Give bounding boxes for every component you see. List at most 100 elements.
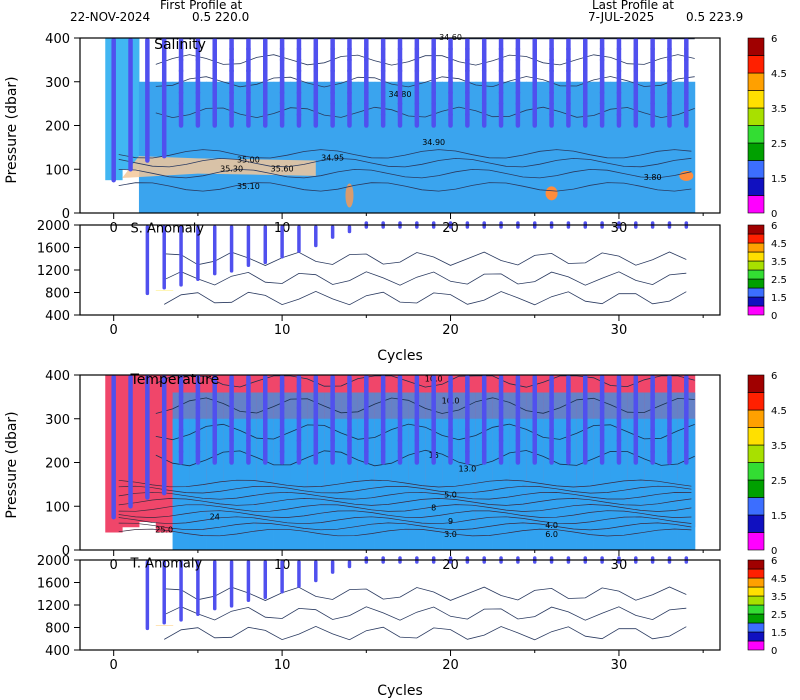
salinity-x-tick-label: 0: [110, 221, 118, 236]
profile-point: [195, 112, 201, 117]
profile-point: [313, 101, 319, 106]
profile-point: [515, 405, 521, 411]
profile-point: [195, 416, 201, 422]
profile-point: [684, 427, 689, 432]
profile-point: [684, 405, 689, 411]
profile-point: [279, 79, 285, 85]
profile-point: [532, 383, 538, 389]
temperature-contour-label: 5.0: [444, 491, 457, 500]
profile-point: [347, 79, 352, 85]
salinity-contour-label: 34.90: [422, 138, 445, 147]
salinity-cell: [206, 81, 224, 213]
profile-point: [515, 449, 521, 454]
profile-point: [667, 101, 672, 106]
profile-point: [414, 449, 420, 454]
profile-point: [532, 405, 538, 411]
profile-point: [481, 427, 487, 432]
profile-point: [431, 57, 436, 63]
temperature_anomaly-colorbar-tick-label: 1.5: [771, 628, 787, 639]
profile-point: [616, 405, 622, 411]
profile-point: [380, 438, 386, 443]
profile-point: [549, 394, 554, 400]
profile-point: [380, 383, 386, 389]
temperature_anomaly-colorbar-swatch: [747, 586, 765, 597]
profile-point: [330, 57, 335, 63]
profile-point: [616, 427, 622, 432]
profile-point: [397, 79, 403, 85]
profile-point: [515, 79, 521, 85]
profile-point: [397, 416, 403, 422]
profile-point: [515, 68, 521, 74]
profile-point: [616, 68, 622, 74]
profile-point: [566, 90, 571, 95]
profile-point: [397, 68, 403, 74]
salinity_anomaly-colorbar-swatch: [747, 224, 765, 235]
salinity-colorbar-swatch: [747, 177, 765, 196]
profile-point: [313, 383, 319, 389]
profile-point: [414, 46, 420, 52]
profile-point: [296, 101, 302, 106]
salinity-cell: [240, 81, 258, 213]
profile-point: [498, 57, 504, 63]
profile-point: [229, 90, 234, 95]
profile-point: [515, 90, 521, 95]
profile-point: [465, 394, 470, 400]
profile-point: [515, 101, 521, 106]
profile-point: [229, 416, 234, 422]
salinity_anomaly-profile-markers: [145, 221, 689, 296]
profile-point: [481, 405, 487, 411]
profile-point: [633, 68, 639, 74]
temperature-colorbar-swatch: [747, 532, 765, 551]
profile-point: [667, 68, 672, 74]
profile-point: [667, 427, 672, 432]
salinity-y-tick-label: 100: [45, 163, 70, 178]
profile-point: [347, 112, 352, 117]
profile-point: [262, 112, 268, 117]
profile-point: [549, 438, 554, 443]
salinity-patch: [545, 186, 558, 201]
profile-point: [262, 438, 268, 443]
profile-point: [582, 68, 588, 74]
profile-point: [448, 101, 453, 106]
profile-point: [313, 405, 319, 411]
profile-point: [212, 79, 218, 85]
profile-point: [414, 405, 420, 411]
temperature-contour-label: 3.0: [444, 530, 457, 539]
profile-point: [296, 112, 302, 117]
temperature-colorbar: 6 4.5 3.5 2.5 1.5 0: [747, 371, 787, 557]
salinity-cell: [610, 81, 628, 213]
profile-point: [633, 394, 639, 400]
profile-point: [347, 438, 352, 443]
profile-point: [414, 438, 420, 443]
salinity-colorbar-swatch: [747, 90, 765, 109]
salinity_anomaly-y-tick-label: 400: [45, 309, 70, 324]
profile-point: [313, 427, 319, 432]
profile-point: [330, 101, 335, 106]
profile-point: [178, 427, 184, 432]
temperature-colorbar-swatch: [747, 462, 765, 481]
profile-point: [481, 394, 487, 400]
salinity-colorbar-swatch: [747, 37, 765, 56]
salinity_anomaly-x-tick-label: 0: [110, 323, 118, 338]
profile-point: [347, 405, 352, 411]
profile-point: [330, 449, 335, 454]
profile-point: [532, 79, 538, 85]
salinity-cell: [341, 81, 359, 213]
profile-point: [347, 416, 352, 422]
profile-point: [262, 405, 268, 411]
salinity-cell: [172, 81, 190, 213]
profile-point: [582, 449, 588, 454]
profile-point: [599, 112, 605, 117]
profile-point: [566, 427, 571, 432]
salinity-contour: [118, 168, 692, 179]
profile-point: [229, 112, 234, 117]
profile-point: [364, 438, 369, 443]
profile-point: [650, 394, 655, 400]
profile-point: [616, 46, 622, 52]
temperature-y-axis-title: Pressure (dbar): [4, 411, 20, 518]
profile-point: [262, 79, 268, 85]
profile-point: [599, 438, 605, 443]
profile-point: [178, 112, 184, 117]
last-profile-label: Last Profile at: [592, 0, 674, 12]
profile-point: [246, 383, 251, 389]
